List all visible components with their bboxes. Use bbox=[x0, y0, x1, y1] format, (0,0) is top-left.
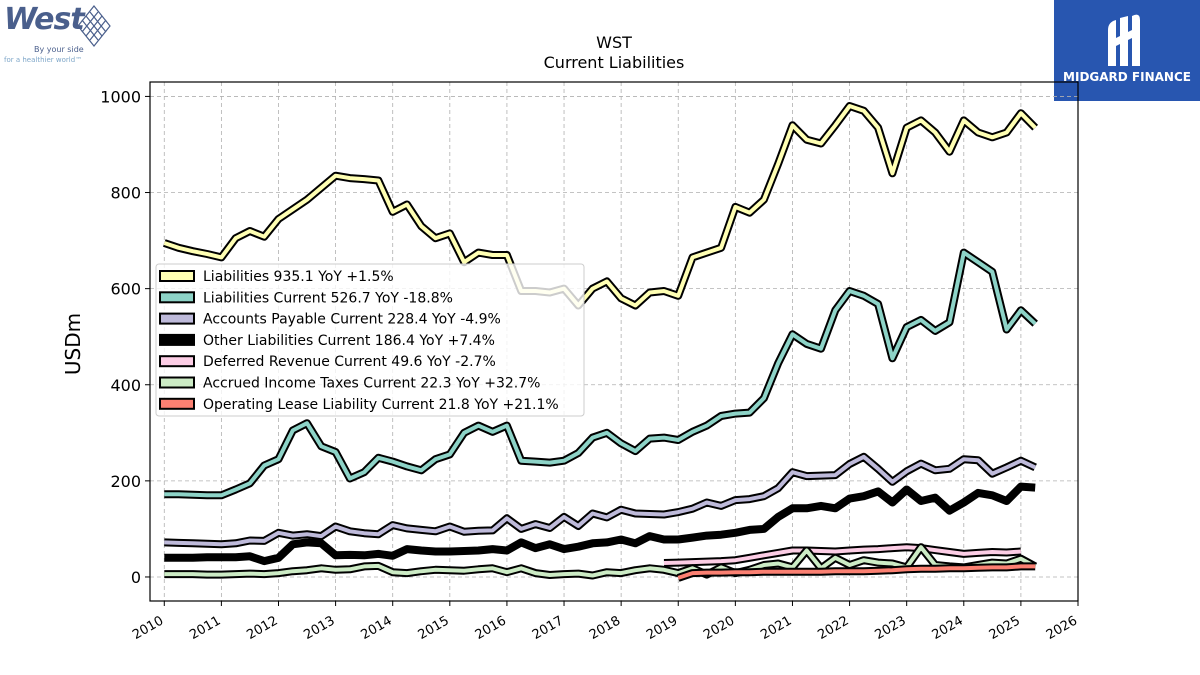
series-line-2 bbox=[164, 452, 1037, 549]
x-tick-label: 2014 bbox=[359, 613, 395, 643]
x-tick-label: 2021 bbox=[758, 613, 794, 643]
y-tick-label: 400 bbox=[110, 376, 141, 395]
x-tick-label: 2010 bbox=[130, 613, 166, 643]
series-line-1 bbox=[164, 248, 1038, 500]
series-line-stroke bbox=[163, 104, 1037, 308]
legend-label: Accounts Payable Current 228.4 YoY -4.9% bbox=[203, 312, 501, 328]
company-tagline-secondary: for a healthier world™ bbox=[4, 56, 83, 64]
legend-item: Operating Lease Liability Current 21.8 Y… bbox=[159, 397, 559, 413]
series-line-outline bbox=[164, 452, 1037, 549]
series-line-stroke bbox=[663, 545, 1022, 565]
legend-swatch bbox=[159, 333, 195, 346]
x-tick-label: 2025 bbox=[987, 613, 1023, 643]
brand-logo-name: MIDGARD FINANCE bbox=[1063, 70, 1191, 84]
company-logo-name: West bbox=[4, 2, 85, 37]
series-line-5 bbox=[164, 543, 1038, 580]
legend-item: Accrued Income Taxes Current 22.3 YoY +3… bbox=[159, 376, 540, 392]
y-tick-label: 1000 bbox=[100, 87, 141, 106]
x-tick-label: 2020 bbox=[701, 613, 737, 643]
series-line-stroke bbox=[164, 454, 1037, 547]
y-tick-label: 0 bbox=[131, 568, 141, 587]
brand-logo-icon bbox=[1108, 14, 1140, 67]
legend-item: Liabilities Current 526.7 YoY -18.8% bbox=[159, 290, 453, 306]
y-tick-label: 800 bbox=[110, 184, 141, 203]
x-tick-label: 2023 bbox=[873, 613, 909, 643]
series-line-stroke bbox=[164, 482, 1036, 566]
x-tick-label: 2026 bbox=[1044, 613, 1080, 643]
legend-item: Deferred Revenue Current 49.6 YoY -2.7% bbox=[159, 354, 496, 370]
series-line-4 bbox=[663, 543, 1022, 567]
legend-swatch bbox=[159, 376, 195, 389]
x-tick-label: 2015 bbox=[416, 613, 452, 643]
x-tick-label: 2011 bbox=[187, 613, 223, 643]
legend-swatch bbox=[159, 270, 195, 282]
series-lines bbox=[163, 102, 1039, 582]
x-tick-label: 2017 bbox=[530, 613, 566, 643]
y-tick-label: 600 bbox=[110, 280, 141, 299]
legend-item: Accounts Payable Current 228.4 YoY -4.9% bbox=[159, 312, 501, 328]
series-line-stroke bbox=[164, 250, 1037, 498]
y-axis: 0 200 400 600 800 1000 bbox=[100, 87, 150, 587]
legend-swatch bbox=[159, 312, 195, 325]
legend-swatch bbox=[159, 397, 195, 410]
legend: Liabilities 935.1 YoY +1.5% Liabilities C… bbox=[155, 263, 585, 417]
company-tagline: By your side bbox=[34, 45, 84, 54]
legend-label: Accrued Income Taxes Current 22.3 YoY +3… bbox=[203, 376, 540, 392]
chart-title: WST bbox=[596, 33, 632, 52]
series-line-3 bbox=[164, 482, 1036, 566]
x-tick-label: 2013 bbox=[301, 613, 337, 643]
x-tick-label: 2024 bbox=[930, 613, 966, 643]
series-line-6 bbox=[676, 562, 1036, 582]
x-tick-label: 2018 bbox=[587, 613, 623, 643]
x-axis: 2010 2011 2012 2013 2014 2015 2016 2017 2018 2019… bbox=[130, 601, 1080, 643]
legend-label: Liabilities Current 526.7 YoY -18.8% bbox=[203, 290, 453, 306]
legend-label: Deferred Revenue Current 49.6 YoY -2.7% bbox=[203, 354, 496, 370]
x-tick-label: 2012 bbox=[244, 613, 280, 643]
series-line-0 bbox=[163, 102, 1039, 310]
legend-item: Other Liabilities Current 186.4 YoY +7.4… bbox=[159, 333, 495, 349]
series-line-stroke bbox=[677, 564, 1036, 580]
legend-label: Liabilities 935.1 YoY +1.5% bbox=[203, 269, 394, 285]
legend-swatch bbox=[159, 355, 195, 368]
legend-label: Other Liabilities Current 186.4 YoY +7.4… bbox=[203, 333, 495, 349]
y-tick-label: 200 bbox=[110, 472, 141, 491]
series-line-stroke bbox=[164, 545, 1037, 578]
company-logo-icon bbox=[77, 5, 111, 47]
x-tick-label: 2019 bbox=[644, 613, 680, 643]
chart-subtitle: Current Liabilities bbox=[544, 53, 685, 72]
y-axis-label: USDm bbox=[61, 313, 85, 375]
plot-frame bbox=[149, 81, 1079, 602]
x-tick-label: 2016 bbox=[473, 613, 509, 643]
legend-label: Operating Lease Liability Current 21.8 Y… bbox=[203, 397, 559, 413]
legend-frame bbox=[155, 263, 585, 417]
x-tick-label: 2022 bbox=[815, 613, 851, 643]
legend-item: Liabilities 935.1 YoY +1.5% bbox=[159, 269, 394, 285]
legend-swatch bbox=[159, 291, 195, 304]
